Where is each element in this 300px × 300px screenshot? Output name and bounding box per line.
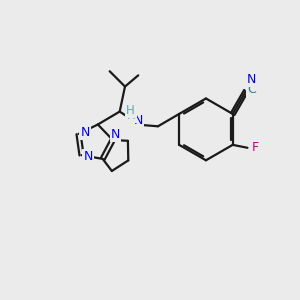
Text: F: F [252, 141, 259, 154]
Text: H: H [127, 109, 136, 122]
Text: C: C [247, 83, 256, 96]
Text: N: N [111, 128, 120, 141]
Text: N: N [83, 150, 93, 163]
Text: N: N [247, 73, 256, 86]
Text: H: H [126, 103, 134, 117]
Text: N: N [133, 114, 142, 127]
Text: N: N [80, 126, 90, 139]
